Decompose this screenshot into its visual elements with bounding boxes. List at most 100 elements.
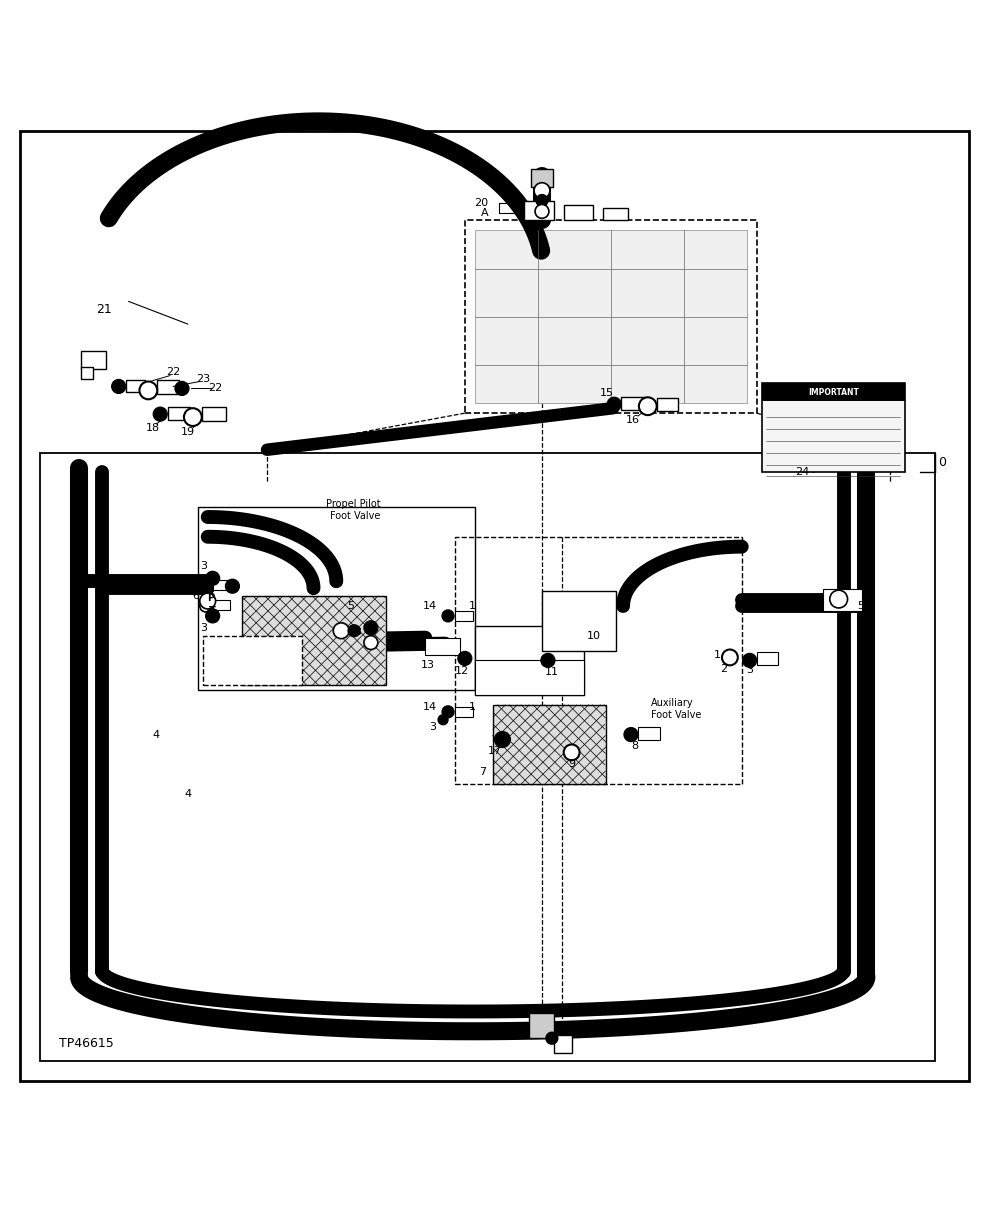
Bar	[157, 379, 179, 394]
Circle shape	[442, 705, 454, 718]
Bar	[657, 399, 678, 411]
Text: Auxiliary: Auxiliary	[651, 698, 693, 708]
Bar	[762, 383, 905, 401]
Text: 2: 2	[720, 664, 728, 674]
Text: IMPORTANT: IMPORTANT	[808, 388, 858, 396]
Circle shape	[830, 590, 848, 608]
Circle shape	[153, 407, 167, 421]
Bar	[455, 707, 473, 716]
Bar	[202, 407, 226, 421]
Text: 1: 1	[713, 651, 721, 661]
Text: TP46615: TP46615	[59, 1036, 114, 1050]
Circle shape	[607, 398, 621, 411]
Circle shape	[494, 732, 510, 748]
Text: Foot Valve: Foot Valve	[651, 710, 701, 720]
Circle shape	[206, 608, 220, 623]
Circle shape	[536, 195, 548, 206]
Circle shape	[184, 408, 202, 425]
Circle shape	[624, 727, 638, 742]
Text: 4: 4	[152, 730, 160, 739]
Circle shape	[546, 1033, 558, 1044]
Bar	[531, 168, 553, 187]
Bar	[757, 652, 778, 665]
Bar	[198, 507, 475, 690]
Text: 24: 24	[795, 468, 809, 478]
Text: P: P	[207, 593, 215, 604]
Text: 16: 16	[626, 415, 640, 425]
Bar	[213, 600, 230, 610]
Text: 21: 21	[96, 303, 112, 316]
Bar	[475, 625, 584, 694]
Circle shape	[639, 398, 657, 416]
Bar	[554, 1035, 572, 1053]
Circle shape	[139, 382, 157, 399]
Bar	[465, 221, 757, 413]
Text: 3: 3	[200, 623, 208, 633]
Bar	[493, 705, 606, 784]
Circle shape	[535, 205, 549, 218]
Text: 9: 9	[568, 759, 576, 770]
Circle shape	[458, 652, 472, 665]
Text: 0: 0	[939, 456, 946, 469]
Text: 3: 3	[746, 665, 754, 675]
Text: 13: 13	[421, 661, 435, 670]
Bar	[81, 367, 93, 378]
Text: 4: 4	[184, 789, 192, 799]
Bar	[475, 661, 584, 694]
Text: 22: 22	[166, 366, 180, 377]
Text: 15: 15	[600, 388, 614, 399]
Bar	[213, 581, 230, 590]
Text: 14: 14	[423, 702, 437, 711]
Text: 1: 1	[469, 702, 477, 711]
Circle shape	[442, 610, 454, 622]
Circle shape	[200, 600, 212, 612]
Circle shape	[364, 635, 378, 650]
Text: Propel Pilot: Propel Pilot	[326, 499, 381, 509]
Text: 6: 6	[192, 591, 200, 601]
Text: 5: 5	[347, 601, 355, 611]
Circle shape	[534, 183, 550, 199]
Bar	[621, 398, 646, 410]
Text: 3: 3	[354, 627, 362, 636]
Bar	[40, 453, 935, 1060]
Bar	[638, 727, 660, 739]
Circle shape	[541, 653, 555, 668]
Text: 18: 18	[146, 423, 160, 433]
Text: 22: 22	[209, 383, 223, 394]
Text: 5: 5	[856, 601, 864, 611]
Circle shape	[112, 379, 126, 394]
Bar	[425, 638, 460, 656]
Circle shape	[200, 581, 212, 593]
Bar	[242, 596, 386, 685]
Circle shape	[200, 593, 216, 608]
Bar	[455, 611, 473, 621]
Text: 8: 8	[631, 742, 639, 751]
Circle shape	[364, 621, 378, 635]
Text: 14: 14	[423, 601, 437, 611]
Text: 3: 3	[429, 721, 437, 732]
Bar	[168, 407, 190, 421]
Bar	[81, 350, 106, 368]
Circle shape	[438, 715, 448, 725]
Text: 12: 12	[455, 667, 469, 676]
Circle shape	[225, 579, 239, 593]
Bar	[126, 379, 145, 393]
Text: T: T	[210, 606, 216, 616]
Text: A: A	[481, 208, 489, 218]
Bar	[529, 1013, 554, 1039]
Circle shape	[743, 653, 757, 668]
Bar	[542, 591, 616, 651]
Text: 23: 23	[196, 373, 210, 383]
Bar	[203, 635, 302, 685]
Text: 10: 10	[586, 630, 600, 641]
Text: 17: 17	[488, 747, 501, 756]
Bar	[524, 200, 554, 221]
Circle shape	[348, 625, 360, 636]
Circle shape	[206, 571, 220, 585]
Text: 20: 20	[475, 199, 489, 208]
Bar	[762, 383, 905, 473]
Bar	[455, 537, 742, 784]
Text: 11: 11	[545, 668, 559, 678]
Bar	[823, 589, 862, 611]
Text: 19: 19	[181, 427, 195, 438]
